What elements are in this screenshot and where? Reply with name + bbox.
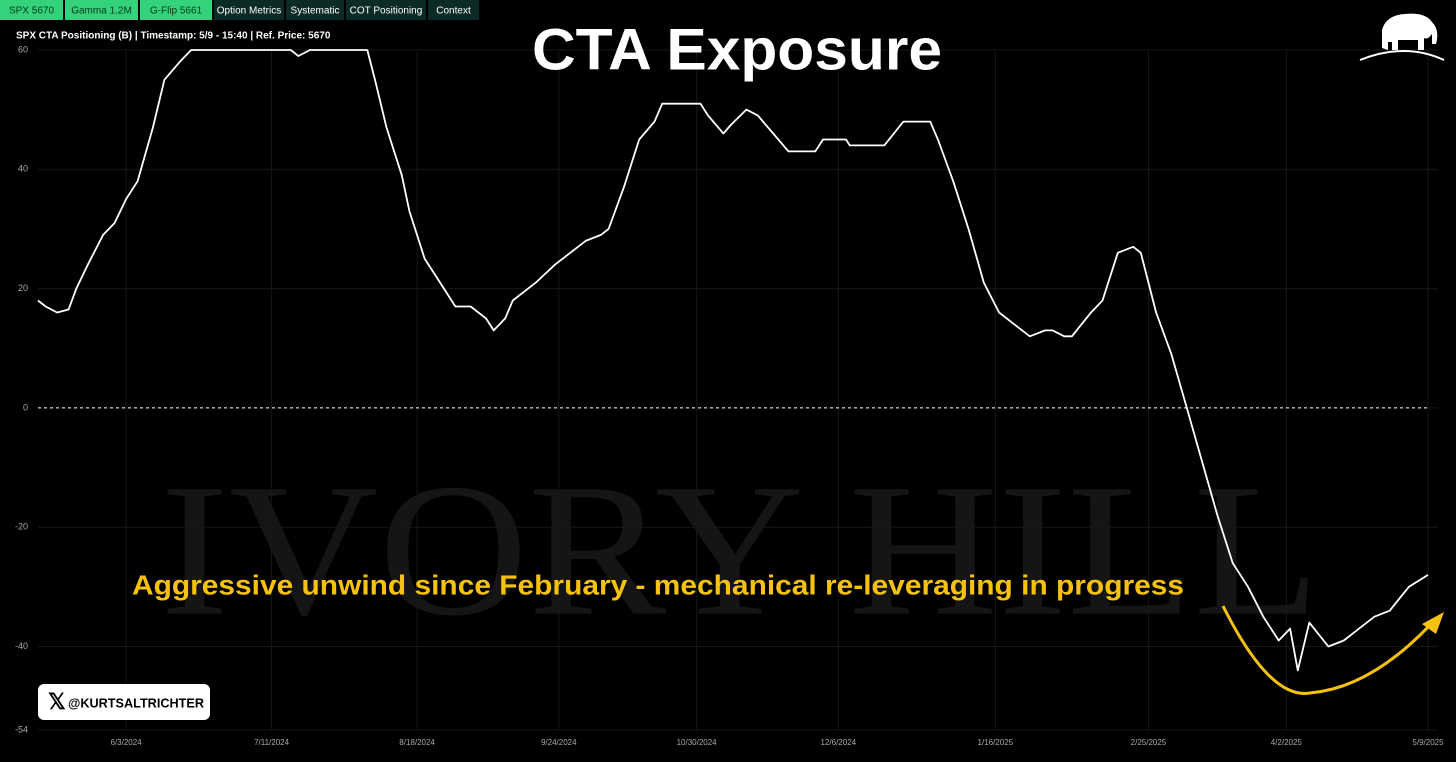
tab-label: COT Positioning — [350, 6, 423, 17]
chart-subtitle: SPX CTA Positioning (B) | Timestamp: 5/9… — [16, 31, 331, 42]
badge-box — [38, 684, 210, 720]
watermark: IVORY HILL — [160, 446, 1320, 656]
y-tick-label: -40 — [15, 641, 28, 651]
x-tick-label: 6/3/2024 — [111, 738, 143, 747]
x-tick-label: 12/6/2024 — [821, 738, 857, 747]
tab-label: Option Metrics — [217, 6, 281, 17]
badge-text: @KURTSALTRICHTER — [68, 695, 205, 710]
y-tick-label: -20 — [15, 522, 28, 532]
tab-label: SPX 5670 — [9, 6, 54, 17]
x-tick-label: 4/2/2025 — [1271, 738, 1303, 747]
x-tick-label: 7/11/2024 — [254, 738, 290, 747]
x-tick-label: 8/18/2024 — [399, 738, 435, 747]
y-tick-label: 40 — [18, 164, 28, 174]
tab[interactable] — [428, 0, 479, 20]
tab-label: Context — [436, 6, 471, 17]
y-tick-label: 20 — [18, 283, 28, 293]
tab[interactable] — [140, 0, 212, 20]
y-tick-label: 0 — [23, 402, 28, 412]
tab[interactable] — [65, 0, 138, 20]
tab-label: G-Flip 5661 — [150, 6, 203, 17]
tab-bar: SPX 5670 Gamma 1.2M G-Flip 5661 Option Metr… — [0, 0, 479, 20]
chart-title: CTA Exposure — [532, 17, 942, 82]
y-tick-label: 60 — [18, 44, 28, 54]
badge: 𝕏 @KURTSALTRICHTER — [38, 684, 210, 720]
y-tick-label: -54 — [15, 724, 28, 734]
tab[interactable] — [286, 0, 344, 20]
x-tick-label: 10/30/2024 — [677, 738, 718, 747]
annotation: Aggressive unwind since February - mecha… — [132, 569, 1184, 600]
arrow — [1221, 605, 1432, 695]
x-tick-label: 9/24/2024 — [541, 738, 577, 747]
tab[interactable] — [0, 0, 63, 20]
tab[interactable] — [346, 0, 426, 20]
data-line — [37, 49, 1429, 672]
tab-label: Systematic — [291, 6, 340, 17]
plot-area: -54 -40 -20 0 20 40 60 6/3/2024 7/11/2024 8/18/20… — [15, 44, 1444, 747]
arrow-head — [1422, 612, 1444, 634]
x-tick-label: 5/9/2025 — [1412, 738, 1444, 747]
badge-icon: 𝕏 — [48, 689, 66, 714]
x-tick-label: 2/25/2025 — [1131, 738, 1167, 747]
x-tick-label: 1/16/2025 — [978, 738, 1014, 747]
logo — [1359, 13, 1445, 61]
tab-label: Gamma 1.2M — [71, 6, 132, 17]
tab[interactable] — [214, 0, 284, 20]
